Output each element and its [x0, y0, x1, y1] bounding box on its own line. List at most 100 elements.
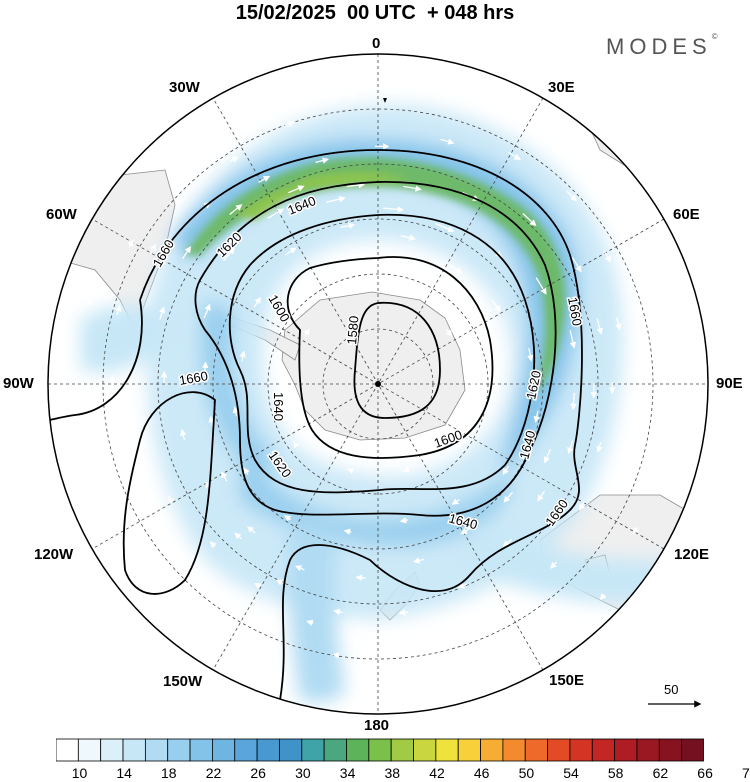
wind-vector [178, 193, 186, 202]
wind-vector [340, 222, 356, 229]
colorbar-cell [323, 738, 347, 762]
wind-vector [493, 91, 505, 98]
colorbar-tick-label: 62 [652, 765, 669, 781]
contour-label: 1580 [344, 315, 361, 345]
wind-vector [303, 328, 310, 336]
wind-vector [130, 440, 137, 450]
wind-vector [355, 574, 366, 581]
wind-vector [503, 491, 513, 503]
colorbar-cell [591, 738, 616, 762]
wind-vector [549, 561, 558, 569]
wind-vector [156, 562, 163, 570]
wind-vector [491, 299, 501, 313]
colorbar-cell [56, 738, 79, 762]
wind-vector [168, 495, 175, 504]
wind-vector [149, 243, 156, 255]
contour-label: 1640 [271, 392, 286, 421]
wind-vector [332, 652, 340, 659]
wind-vector [254, 582, 262, 590]
wind-vector [213, 599, 221, 607]
wind-vector [115, 304, 122, 315]
colorbar-cell [636, 738, 660, 762]
shade-west-jet [200, 300, 274, 474]
colorbar-tick-label: 46 [473, 765, 490, 781]
wind-vector [567, 440, 574, 455]
wind-vector [625, 258, 632, 269]
wind-vector [533, 410, 540, 423]
colorbar-tick-label: 10 [71, 765, 88, 781]
wind-vector [220, 471, 228, 482]
wind-vector [522, 213, 537, 227]
colorbar-cell [390, 738, 414, 762]
wind-vector [570, 392, 577, 411]
vector-scale-label: 50 [664, 682, 679, 697]
wind-vector [258, 175, 271, 183]
shade-south-jet [240, 450, 512, 546]
arrow-right-icon [648, 700, 702, 708]
wind-vector [232, 406, 239, 417]
shade-southamerica-arm [80, 305, 170, 373]
colorbar-cell [569, 738, 593, 762]
wind-vector [284, 515, 292, 522]
colorbar-cell [524, 738, 548, 762]
wind-vector [275, 579, 285, 586]
wind-vector [180, 429, 187, 441]
colorbar-tick-label: 54 [563, 765, 579, 781]
colorbar-tick-label: 14 [116, 765, 132, 781]
wind-vector [596, 318, 603, 335]
wind-vector [636, 324, 644, 335]
colorbar-cell [480, 738, 504, 762]
wind-vector [535, 277, 547, 295]
colorbar-tick-label: 38 [384, 765, 401, 781]
wind-vector [404, 286, 415, 293]
wind-vector [325, 196, 346, 203]
colorbar-cell [144, 738, 169, 762]
wind-vector [315, 157, 330, 164]
lon-label-120w: 120W [34, 546, 74, 563]
wind-vector [333, 608, 343, 616]
colorbar-tick-label: 18 [161, 765, 177, 781]
wind-vector [343, 286, 353, 293]
wind-vector [402, 466, 410, 473]
wind-vector [181, 246, 192, 260]
lon-label-60e: 60E [673, 206, 700, 223]
colorbar-cell [346, 738, 370, 762]
contour-label: 1660 [178, 368, 209, 388]
colorbar-cell [212, 738, 236, 762]
wind-vector [596, 441, 603, 453]
colorbar-tick-label: 26 [250, 765, 266, 781]
wind-vector [440, 138, 455, 145]
colorbar-cell [122, 738, 146, 762]
wind-vector [571, 256, 582, 273]
wind-vector [239, 350, 246, 362]
wind-vector [234, 532, 242, 540]
colorbar-cell [681, 738, 704, 762]
colorbar-cell [256, 738, 280, 762]
colorbar-tick-label: 58 [607, 765, 624, 781]
colorbar-cell [502, 738, 526, 762]
wind-vector [398, 609, 409, 616]
wind-vector [306, 619, 314, 626]
lon-label-120e: 120E [674, 546, 710, 563]
south-pole-marker [375, 381, 381, 387]
wind-vector [209, 541, 217, 549]
colorbar-cell [435, 738, 459, 762]
wind-vector [439, 642, 448, 649]
wind-vectors [63, 78, 651, 676]
wind-vector [508, 151, 521, 160]
wind-vector [127, 239, 134, 248]
wind-vector [603, 250, 611, 263]
wind-vector [229, 156, 239, 163]
contour-1660-main [48, 149, 583, 701]
wind-vector [644, 456, 651, 465]
wind-vector [346, 181, 365, 189]
wind-vector [201, 361, 209, 376]
shade-pacific-arm [288, 520, 345, 702]
lon-label-30w: 30W [169, 79, 200, 96]
wind-vector [412, 557, 425, 564]
wind-vector [579, 501, 586, 511]
colorbar-tick-label: 70 [742, 765, 750, 781]
contour-1620 [228, 213, 536, 494]
contour-1600 [286, 256, 494, 459]
wind-vector [449, 264, 463, 274]
